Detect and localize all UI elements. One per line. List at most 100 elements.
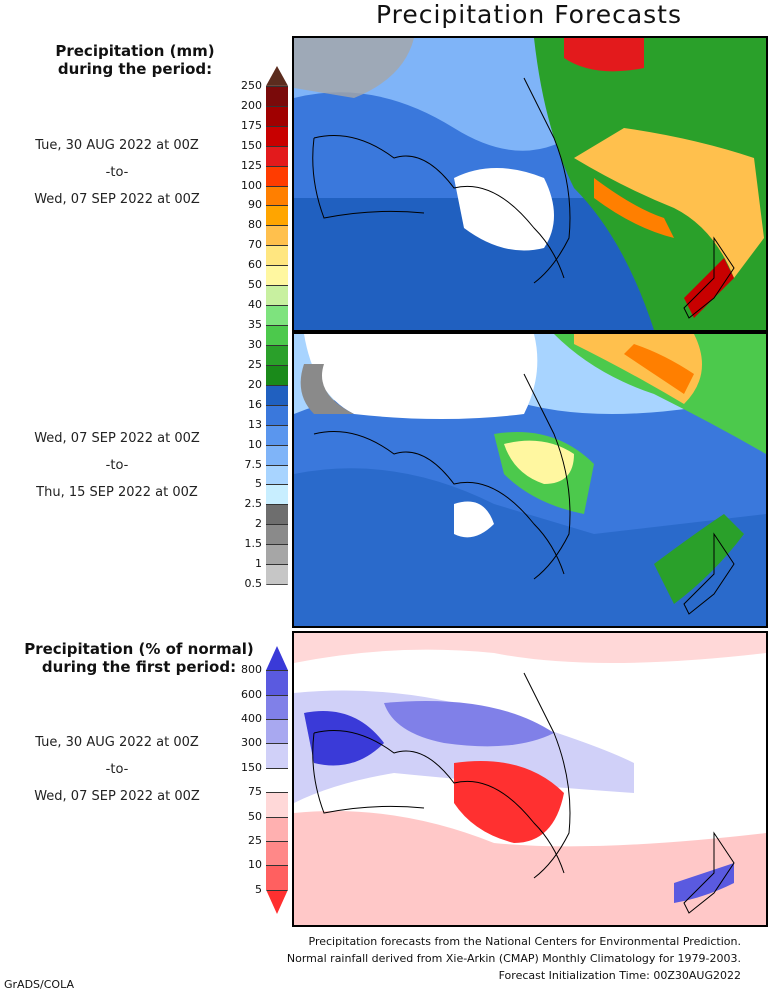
legend-pct-tick-label: 75 (248, 785, 262, 799)
legend-pct-color-swatch (266, 816, 288, 841)
legend-mm-tick-label: 1.5 (244, 537, 263, 551)
legend-mm-color-swatch (266, 245, 288, 266)
legend-mm-tick-label: 20 (248, 377, 262, 391)
period3-end: Wed, 07 SEP 2022 at 00Z (34, 789, 200, 804)
legend-mm-color-swatch (266, 265, 288, 286)
period3-label: Tue, 30 AUG 2022 at 00Z -to- Wed, 07 SEP… (2, 729, 232, 810)
legend-mm-title: Precipitation (mm) during the period: (30, 42, 240, 78)
legend-pct-color-swatch (266, 889, 288, 914)
legend-mm-tick-label: 25 (248, 357, 262, 371)
legend-mm-color-swatch (266, 145, 288, 166)
legend-mm-title-line1: Precipitation (mm) (55, 42, 215, 60)
legend-mm-tick-label: 125 (241, 158, 262, 172)
legend-pct-tick-label: 400 (241, 712, 262, 726)
map-panel-period2 (292, 332, 768, 628)
period1-end: Wed, 07 SEP 2022 at 00Z (34, 192, 200, 207)
footer-line3: Forecast Initialization Time: 00Z30AUG20… (498, 969, 741, 982)
legend-mm-color-swatch (266, 544, 288, 565)
legend-mm-tick-label: 80 (248, 218, 262, 232)
legend-mm-color-swatch (266, 504, 288, 525)
map-period1 (294, 38, 766, 330)
period2-sep: -to- (105, 458, 129, 473)
page-title: Precipitation Forecasts (375, 0, 683, 29)
period3-start: Tue, 30 AUG 2022 at 00Z (35, 735, 199, 750)
legend-pct-tick-label: 50 (248, 809, 262, 823)
map-period2 (294, 334, 766, 626)
period2-label: Wed, 07 SEP 2022 at 00Z -to- Thu, 15 SEP… (2, 425, 232, 506)
legend-mm-color-swatch (266, 66, 288, 86)
legend-mm-color-swatch (266, 305, 288, 326)
legend-mm-color-swatch (266, 85, 288, 106)
legend-mm-tick-label: 70 (248, 238, 262, 252)
legend-mm-tick-label: 200 (241, 98, 262, 112)
period2-end: Thu, 15 SEP 2022 at 00Z (36, 485, 198, 500)
legend-mm-tick-label: 250 (241, 78, 262, 92)
legend-mm-color-swatch (266, 524, 288, 545)
legend-pct-color-swatch (266, 865, 288, 890)
credit-label: GrADS/COLA (4, 978, 74, 991)
map-pct-normal (294, 633, 766, 925)
legend-mm-tick-label: 2.5 (244, 497, 263, 511)
legend-mm-tick-label: 60 (248, 258, 262, 272)
legend-mm-color-swatch (266, 584, 288, 604)
footer-line2: Normal rainfall derived from Xie-Arkin (… (286, 952, 741, 965)
footer-notes: Precipitation forecasts from the Nationa… (287, 933, 741, 984)
legend-pct-tick-label: 800 (241, 663, 262, 677)
legend-pct-color-swatch (266, 743, 288, 768)
legend-mm-color-swatch (266, 165, 288, 186)
legend-mm-color-swatch (266, 564, 288, 585)
legend-mm-tick-label: 40 (248, 298, 262, 312)
legend-mm-tick-label: 16 (248, 397, 262, 411)
legend-mm-color-swatch (266, 205, 288, 226)
legend-mm-title-line2: during the period: (57, 60, 213, 78)
legend-mm-color-swatch (266, 325, 288, 345)
legend-pct-tick-label: 5 (255, 882, 262, 896)
legend-mm-tick-label: 175 (241, 118, 262, 132)
legend-pct-color-swatch (266, 767, 288, 793)
legend-mm-color-swatch (266, 125, 288, 146)
legend-mm-color-swatch (266, 384, 288, 405)
legend-pct-title-line1: Precipitation (% of normal) (24, 640, 254, 658)
legend-mm-tick-label: 2 (255, 517, 262, 531)
legend-pct-colorbar (266, 646, 288, 914)
legend-pct-tick-label: 25 (248, 833, 262, 847)
legend-mm-color-swatch (266, 285, 288, 306)
legend-mm-color-swatch (266, 225, 288, 246)
legend-mm-color-swatch (266, 464, 288, 485)
legend-pct-color-swatch (266, 670, 288, 695)
legend-mm-tick-label: 150 (241, 138, 262, 152)
period2-start: Wed, 07 SEP 2022 at 00Z (34, 431, 200, 446)
map-panel-period1 (292, 36, 768, 332)
legend-mm-color-swatch (266, 484, 288, 505)
footer-line1: Precipitation forecasts from the Nationa… (308, 935, 742, 948)
legend-mm-tick-label: 7.5 (244, 457, 263, 471)
legend-pct-title-line2: during the first period: (41, 658, 237, 676)
legend-mm-color-swatch (266, 444, 288, 465)
legend-mm-color-swatch (266, 364, 288, 385)
legend-mm-tick-label: 100 (241, 178, 262, 192)
period3-sep: -to- (105, 762, 129, 777)
legend-pct-color-swatch (266, 719, 288, 744)
legend-mm-tick-label: 13 (248, 417, 262, 431)
legend-pct-title: Precipitation (% of normal) during the f… (8, 640, 270, 676)
legend-mm-tick-label: 10 (248, 437, 262, 451)
legend-mm-tick-label: 35 (248, 318, 262, 332)
legend-mm-tick-label: 50 (248, 278, 262, 292)
legend-mm-tick-label: 0.5 (244, 577, 263, 591)
legend-pct-color-swatch (266, 646, 288, 671)
legend-mm-tick-label: 1 (255, 557, 262, 571)
period1-start: Tue, 30 AUG 2022 at 00Z (35, 138, 199, 153)
legend-pct-tick-label: 600 (241, 687, 262, 701)
map-panel-pct-normal (292, 631, 768, 927)
legend-mm-tick-label: 30 (248, 337, 262, 351)
legend-mm-color-swatch (266, 185, 288, 206)
legend-pct-color-swatch (266, 840, 288, 866)
legend-mm-color-swatch (266, 404, 288, 425)
legend-pct-tick-label: 300 (241, 736, 262, 750)
legend-mm-colorbar (266, 66, 288, 604)
legend-pct-tick-label: 150 (241, 760, 262, 774)
legend-mm-tick-label: 5 (255, 477, 262, 491)
legend-mm-color-swatch (266, 424, 288, 445)
legend-mm-tick-label: 90 (248, 198, 262, 212)
legend-mm-color-swatch (266, 105, 288, 126)
